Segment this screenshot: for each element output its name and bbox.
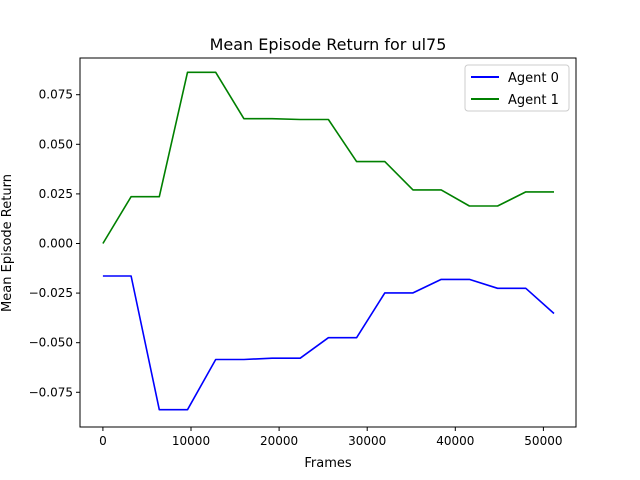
y-tick-label: −0.075 xyxy=(29,385,73,399)
x-tick-label: 30000 xyxy=(348,434,386,448)
y-tick-label: 0.075 xyxy=(39,88,73,102)
x-tick-label: 40000 xyxy=(436,434,474,448)
y-tick-label: 0.000 xyxy=(39,236,73,250)
chart-title: Mean Episode Return for ul75 xyxy=(210,35,447,54)
legend-label-agent-1: Agent 1 xyxy=(508,93,559,108)
legend: Agent 0 Agent 1 xyxy=(464,64,570,112)
plot-area-frame xyxy=(79,57,577,428)
axis-ticks: 0 10000 20000 30000 40000 50000 −0.075 −0.050 −0… xyxy=(29,88,563,448)
series-line-agent-1 xyxy=(102,71,554,244)
series-lines xyxy=(102,71,555,411)
x-tick-label: 10000 xyxy=(172,434,210,448)
y-tick-label: 0.050 xyxy=(39,137,73,151)
y-axis-label: Mean Episode Return xyxy=(0,174,15,312)
y-tick-label: 0.025 xyxy=(39,187,73,201)
x-tick-label: 50000 xyxy=(524,434,562,448)
series-line-agent-0 xyxy=(102,275,555,411)
x-tick-label: 20000 xyxy=(260,434,298,448)
legend-label-agent-0: Agent 0 xyxy=(508,71,559,86)
x-axis-label: Frames xyxy=(304,456,352,471)
y-tick-label: −0.050 xyxy=(29,336,73,350)
x-tick-label: 0 xyxy=(99,434,107,448)
y-tick-label: −0.025 xyxy=(29,286,73,300)
